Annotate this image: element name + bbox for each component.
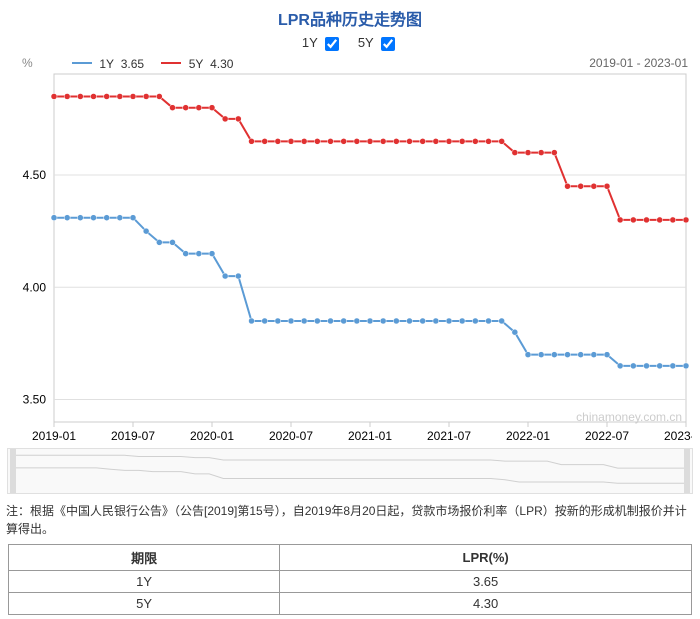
legend-swatch-5y [161, 62, 181, 64]
toggle-5y[interactable]: 5Y [358, 35, 398, 50]
brush-svg [8, 449, 692, 493]
legend-name-1y: 1Y [99, 57, 114, 71]
table-header: 期限 [9, 545, 280, 571]
svg-text:4.50: 4.50 [23, 168, 47, 182]
svg-text:2022-07: 2022-07 [585, 429, 629, 443]
y-axis-unit: % [22, 56, 33, 70]
table-cell: 1Y [9, 571, 280, 593]
table-header: LPR(%) [280, 545, 692, 571]
table-cell: 4.30 [280, 593, 692, 615]
svg-text:2020-07: 2020-07 [269, 429, 313, 443]
svg-text:4.00: 4.00 [23, 280, 47, 294]
chart-area[interactable]: % 2019-01 - 2023-01 1Y 3.65 5Y 4.30 3.50… [8, 60, 692, 446]
table-cell: 5Y [9, 593, 280, 615]
toggle-1y-label: 1Y [302, 35, 318, 50]
toggle-1y[interactable]: 1Y [302, 35, 346, 50]
range-brush[interactable] [7, 448, 693, 494]
svg-text:2019-01: 2019-01 [32, 429, 76, 443]
svg-text:2019-07: 2019-07 [111, 429, 155, 443]
legend-swatch-1y [72, 62, 92, 64]
series-toggles: 1Y 5Y [4, 34, 696, 54]
legend-name-5y: 5Y [189, 57, 204, 71]
table-cell: 3.65 [280, 571, 692, 593]
legend: 1Y 3.65 5Y 4.30 [68, 56, 233, 71]
svg-text:2022-01: 2022-01 [506, 429, 550, 443]
table-row: 5Y4.30 [9, 593, 692, 615]
svg-text:3.50: 3.50 [23, 393, 47, 407]
lpr-table: 期限LPR(%) 1Y3.655Y4.30 [8, 544, 692, 615]
table-row: 1Y3.65 [9, 571, 692, 593]
date-range-label: 2019-01 - 2023-01 [589, 56, 688, 70]
toggle-5y-label: 5Y [358, 35, 374, 50]
legend-value-5y: 4.30 [210, 57, 233, 71]
checkbox-5y[interactable] [381, 37, 395, 51]
svg-text:2023-01: 2023-01 [664, 429, 692, 443]
footnote: 注：根据《中国人民银行公告》（公告[2019]第15号），自2019年8月20日… [6, 502, 694, 538]
chart-title: LPR品种历史走势图 [4, 6, 696, 30]
svg-text:2020-01: 2020-01 [190, 429, 234, 443]
line-chart-svg: 3.50 4.00 4.50 2019-01 2019-07 2020-01 2020-07… [8, 60, 692, 446]
checkbox-1y[interactable] [325, 37, 339, 51]
legend-value-1y: 3.65 [121, 57, 144, 71]
svg-text:2021-07: 2021-07 [427, 429, 471, 443]
svg-text:2021-01: 2021-01 [348, 429, 392, 443]
